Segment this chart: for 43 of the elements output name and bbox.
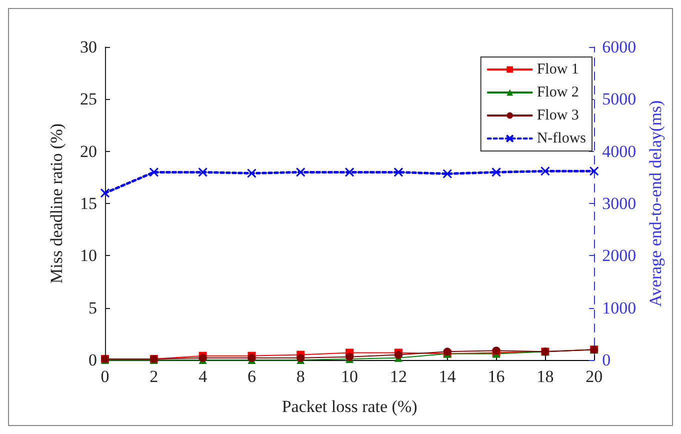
point <box>344 167 354 177</box>
point <box>394 167 404 177</box>
x-tick-label: 2 <box>150 367 158 386</box>
x-axis-title: Packet loss rate (%) <box>282 397 418 416</box>
point <box>246 168 256 178</box>
y2-tick-label: 5000 <box>602 90 636 109</box>
y-tick-label: 25 <box>80 90 97 109</box>
point <box>442 169 452 179</box>
point <box>540 166 550 176</box>
point <box>296 167 306 177</box>
x-tick-label: 16 <box>488 367 505 386</box>
x-tick-label: 4 <box>198 367 208 386</box>
y2-tick-label: 0 <box>602 350 611 370</box>
y-tick-label: 0 <box>88 350 97 370</box>
legend-label: Flow 3 <box>536 108 579 124</box>
point <box>492 167 502 177</box>
x-tick-label: 20 <box>586 367 603 386</box>
x-tick-label: 10 <box>341 367 358 386</box>
x-tick-label: 0 <box>100 367 110 386</box>
legend-label: Flow 1 <box>536 62 579 78</box>
y-tick-label: 10 <box>80 246 97 266</box>
legend-label: N-flows <box>536 130 586 146</box>
y-axis-title: Miss deadline ratio (%) <box>47 123 66 284</box>
point <box>149 167 159 177</box>
y2-tick-label: 3000 <box>602 194 636 213</box>
y2-axis-title: Average end-to-end delay(ms) <box>646 100 665 307</box>
y2-tick-label: 6000 <box>602 38 636 56</box>
x-tick-label: 14 <box>438 367 456 386</box>
point <box>198 167 208 177</box>
y-tick-label: 15 <box>80 194 97 213</box>
point <box>100 188 110 198</box>
x-tick-label: 8 <box>296 367 305 386</box>
y2-tick-label: 1000 <box>602 298 636 318</box>
legend-label: Flow 2 <box>536 84 579 100</box>
x-tick-label: 12 <box>390 367 407 386</box>
y-tick-label: 30 <box>80 38 97 56</box>
x-tick-label: 18 <box>536 367 554 386</box>
y-tick-label: 20 <box>80 142 97 161</box>
y2-tick-label: 4000 <box>602 142 636 161</box>
x-tick-label: 6 <box>247 367 256 386</box>
y2-tick-label: 2000 <box>602 246 636 266</box>
y-tick-label: 5 <box>88 298 97 318</box>
point <box>589 166 599 176</box>
